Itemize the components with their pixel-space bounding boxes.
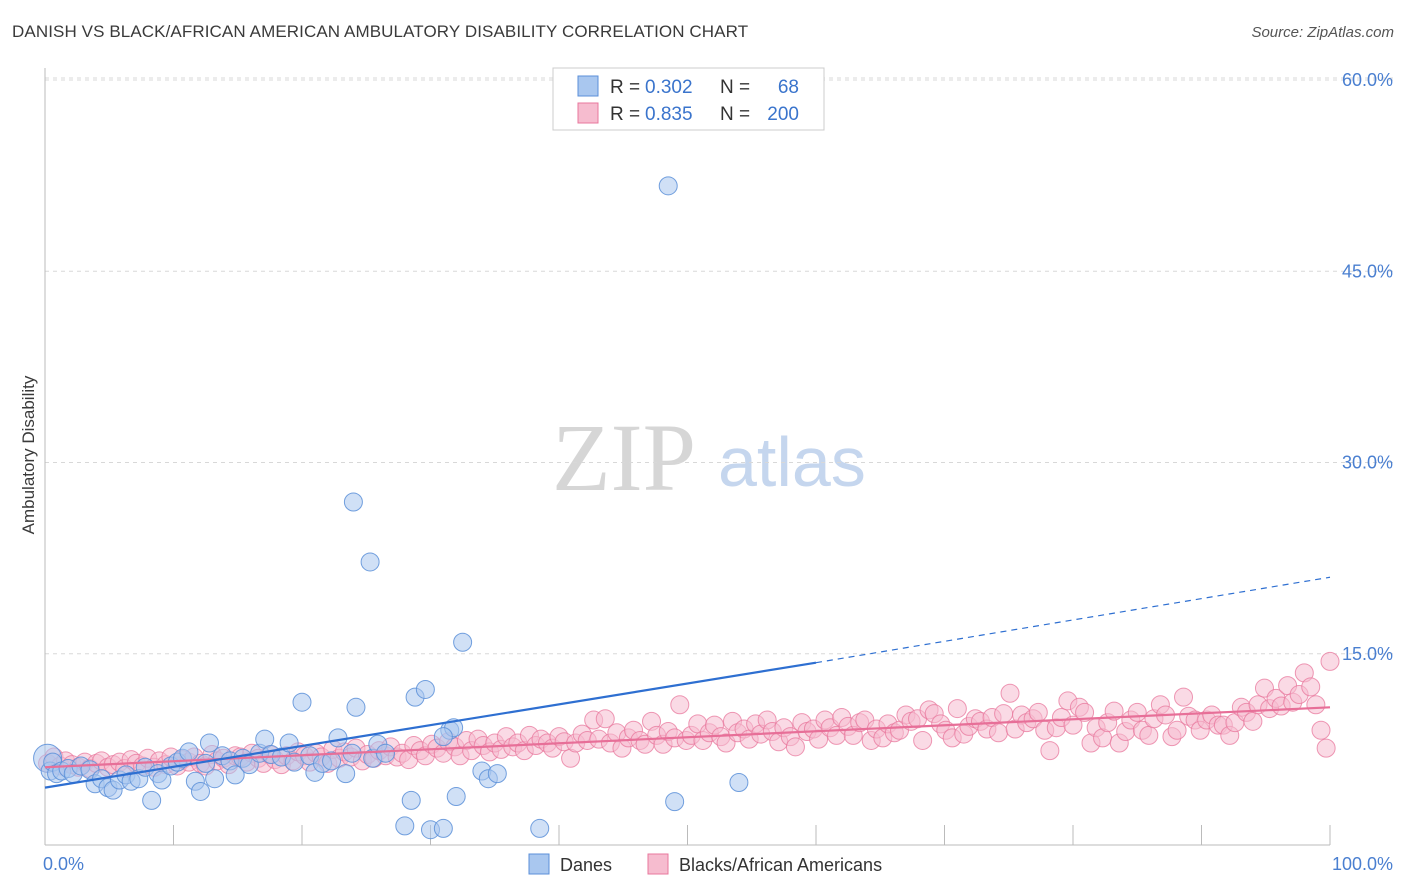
blacks-n-label: N = xyxy=(720,104,750,125)
danes-point xyxy=(225,765,245,785)
blacks-point xyxy=(1301,677,1321,697)
danes-point xyxy=(729,773,749,793)
y-tick-labels: 15.0% 30.0% 45.0% 60.0% xyxy=(1342,70,1393,664)
danes-point xyxy=(205,769,225,789)
blacks-point xyxy=(1028,702,1048,722)
y-tick-label: 60.0% xyxy=(1342,70,1393,90)
legend-blacks-swatch xyxy=(647,853,669,875)
blacks-point xyxy=(1127,702,1147,722)
axes xyxy=(44,68,1331,846)
grid-lines xyxy=(45,77,1393,655)
danes-point xyxy=(376,743,396,763)
x-tick-labels: 0.0% 100.0% xyxy=(43,854,1393,874)
y-tick-label: 15.0% xyxy=(1342,644,1393,664)
stats-box: R = 0.302 N = 68 R = 0.835 N = 200 xyxy=(552,67,825,131)
x-tick-label: 0.0% xyxy=(43,854,84,874)
danes-point xyxy=(152,770,172,790)
blacks-point xyxy=(785,737,805,757)
blacks-point xyxy=(1316,738,1336,758)
blacks-point xyxy=(1063,715,1083,735)
blacks-point xyxy=(1311,720,1331,740)
legend: Danes Blacks/African Americans xyxy=(528,853,882,875)
danes-point xyxy=(665,792,685,812)
trend-lines xyxy=(44,576,1331,789)
y-tick-label: 45.0% xyxy=(1342,261,1393,281)
y-axis-label: Ambulatory Disability xyxy=(19,375,38,534)
y-tick-label: 30.0% xyxy=(1342,453,1393,473)
blacks-point xyxy=(1306,695,1326,715)
danes-point xyxy=(199,733,219,753)
danes-point xyxy=(487,764,507,784)
blacks-point xyxy=(1139,725,1159,745)
danes-point xyxy=(395,816,415,836)
danes-point xyxy=(415,679,435,699)
danes-point xyxy=(346,697,366,717)
danes-point xyxy=(433,818,453,838)
danes-point xyxy=(322,751,342,771)
legend-danes-label: Danes xyxy=(560,855,612,875)
danes-trend-extension xyxy=(815,576,1331,664)
legend-blacks-label: Blacks/African Americans xyxy=(679,855,882,875)
blacks-swatch xyxy=(577,102,599,124)
blacks-point xyxy=(595,709,615,729)
danes-r-value: 0.302 xyxy=(645,77,693,98)
watermark-zip: ZIP xyxy=(552,404,696,511)
danes-swatch xyxy=(577,75,599,97)
blacks-point xyxy=(913,730,933,750)
blacks-r-value: 0.835 xyxy=(645,104,693,125)
danes-point xyxy=(179,742,199,762)
blacks-point xyxy=(988,723,1008,743)
danes-r-label: R = xyxy=(610,77,640,98)
danes-point xyxy=(360,552,380,572)
x-tick-label: 100.0% xyxy=(1332,854,1393,874)
source-credit: Source: ZipAtlas.com xyxy=(1251,24,1394,41)
danes-point xyxy=(446,787,466,807)
blacks-point xyxy=(1174,687,1194,707)
danes-n-value: 68 xyxy=(778,77,799,98)
danes-point xyxy=(292,692,312,712)
watermark: ZIP atlas xyxy=(552,404,866,511)
danes-point xyxy=(453,632,473,652)
danes-trend-line xyxy=(44,661,817,789)
blacks-r-label: R = xyxy=(610,104,640,125)
blacks-point xyxy=(1075,702,1095,722)
danes-point xyxy=(433,727,453,747)
blacks-point xyxy=(1167,720,1187,740)
danes-n-label: N = xyxy=(720,77,750,98)
blacks-point xyxy=(994,704,1014,724)
danes-point xyxy=(401,790,421,810)
danes-point xyxy=(328,728,348,748)
danes-point xyxy=(190,781,210,801)
blacks-n-value: 200 xyxy=(767,104,799,125)
blacks-point xyxy=(1040,741,1060,761)
danes-point xyxy=(343,492,363,512)
blacks-point xyxy=(670,695,690,715)
blacks-point xyxy=(1243,711,1263,731)
danes-point xyxy=(530,818,550,838)
chart-title: DANISH VS BLACK/AFRICAN AMERICAN AMBULAT… xyxy=(12,22,749,41)
blacks-point xyxy=(1104,701,1124,721)
legend-danes-swatch xyxy=(528,853,550,875)
blacks-point xyxy=(1000,683,1020,703)
blacks-point xyxy=(1320,651,1340,671)
danes-point xyxy=(658,176,678,196)
blacks-trend-line xyxy=(44,706,1331,769)
blacks-point xyxy=(947,699,967,719)
danes-point xyxy=(336,764,356,784)
danes-point xyxy=(142,790,162,810)
